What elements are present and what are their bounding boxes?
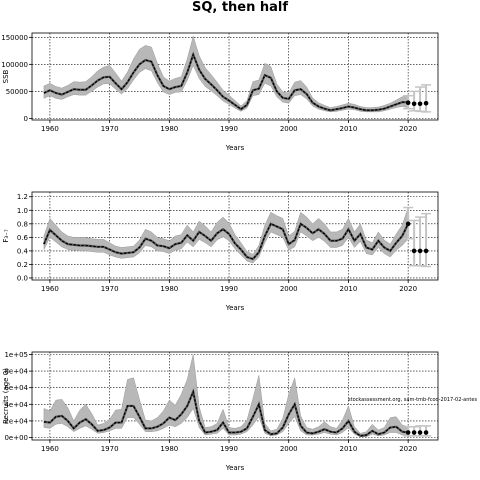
- fishing-mortality-ytick-label: 0.2: [17, 261, 28, 269]
- chart-title: SQ, then half: [191, 0, 289, 15]
- recruits-projection-point: [417, 430, 423, 435]
- ssb-projection-point: [417, 101, 423, 107]
- recruits-ytick-label: 1e+05: [4, 351, 28, 359]
- fishing-mortality-projection-point: [411, 248, 417, 254]
- fishing-mortality-xlabel: Years: [225, 304, 245, 312]
- fishing-mortality-ytick-label: 0.4: [17, 247, 29, 255]
- ssb-confidence-band: [43, 35, 409, 113]
- ssb-panel: 1960 1970 1980 1990 2000 2010 2020 0 50000 100000…: [1, 32, 439, 152]
- recruits-ytick-label: 0e+00: [4, 434, 28, 442]
- recruits-ytick-label: 6e+04: [4, 384, 28, 392]
- ssb-ytick-label: 50000: [6, 88, 28, 96]
- recruits-confidence-band: [43, 354, 409, 437]
- fishing-mortality-projection-point: [423, 248, 429, 254]
- recruits-panel: 1960 1970 1980 1990 2000 2010 2020 0e+00 2e+04 4e…: [2, 351, 439, 472]
- ssb-xtick-label: 1980: [160, 125, 178, 133]
- ssb-estimate-line-dashed: [43, 52, 409, 111]
- ssb-ytick-label: 0: [24, 115, 28, 123]
- fishing-mortality-ylabel: F₃₋₇: [2, 229, 10, 243]
- ssb-xtick-label: 2020: [399, 125, 417, 133]
- recruits-xtick-label: 1970: [101, 445, 119, 453]
- ssb-xlabel: Years: [225, 144, 245, 152]
- ssb-ylabel: SSB: [2, 69, 10, 83]
- fishing-mortality-xtick-label: 1980: [160, 285, 178, 293]
- recruits-estimate-line-dashed: [43, 389, 409, 437]
- ssb-xtick-label: 1970: [101, 125, 119, 133]
- fishing-mortality-ytick-label: 0.0: [17, 274, 28, 282]
- recruits-frame: [31, 351, 439, 441]
- recruits-ytick-label: 4e+04: [4, 401, 28, 409]
- recruits-projection-point: [405, 430, 411, 435]
- fishing-mortality-ytick-label: 1.2: [17, 193, 28, 201]
- fishing-mortality-xtick-label: 1960: [41, 285, 59, 293]
- recruits-projection-point: [423, 430, 429, 435]
- fishing-mortality-xtick-label: 1990: [220, 285, 238, 293]
- recruits-projection-point: [411, 430, 417, 435]
- ssb-projection-point: [411, 101, 417, 107]
- ssb-frame: [31, 32, 439, 121]
- recruits-ytick-label: 8e+04: [4, 368, 28, 376]
- fishing-mortality-xtick-label: 1970: [101, 285, 119, 293]
- recruits-xtick-label: 1980: [160, 445, 178, 453]
- stockassessment-annotation: stockassessment.org, sam-tmb-fcod-2017-0…: [348, 397, 477, 403]
- fishing-mortality-confidence-band: [43, 207, 409, 264]
- ssb-xtick-label: 2000: [280, 125, 298, 133]
- ssb-xtick-label: 1960: [41, 125, 59, 133]
- recruits-ytick-label: 2e+04: [4, 417, 28, 425]
- fishing-mortality-xtick-label: 2010: [340, 285, 358, 293]
- recruits-xlabel: Years: [225, 464, 245, 472]
- ssb-projection-point: [423, 100, 429, 106]
- ssb-ytick-label: 100000: [1, 61, 28, 69]
- recruits-ylabel: Recruits (age 0): [2, 368, 10, 424]
- ssb-xtick-label: 1990: [220, 125, 238, 133]
- recruits-xtick-label: 2000: [280, 445, 298, 453]
- fishing-mortality-xtick-label: 2020: [399, 285, 417, 293]
- fishing-mortality-ytick-label: 0.6: [17, 234, 29, 242]
- fishing-mortality-ytick-label: 1.0: [17, 207, 28, 215]
- fishing-mortality-panel: 1960 1970 1980 1990 2000 2010 2020 0.0 0.2 0.4 0.6…: [2, 191, 439, 312]
- ssb-projection-point: [405, 100, 411, 106]
- fishing-mortality-projection-point: [417, 248, 423, 254]
- recruits-xtick-label: 2020: [399, 445, 417, 453]
- fishing-mortality-estimate-line-dashed: [43, 222, 409, 260]
- recruits-xtick-label: 2010: [340, 445, 358, 453]
- fishing-mortality-xtick-label: 2000: [280, 285, 298, 293]
- fishing-mortality-ytick-label: 0.8: [17, 220, 28, 228]
- recruits-xtick-label: 1960: [41, 445, 59, 453]
- ssb-xtick-label: 2010: [340, 125, 358, 133]
- recruits-xtick-label: 1990: [220, 445, 238, 453]
- fishing-mortality-projection-point: [405, 221, 411, 227]
- fishing-mortality-frame: [31, 191, 439, 281]
- ssb-ytick-label: 150000: [1, 34, 28, 42]
